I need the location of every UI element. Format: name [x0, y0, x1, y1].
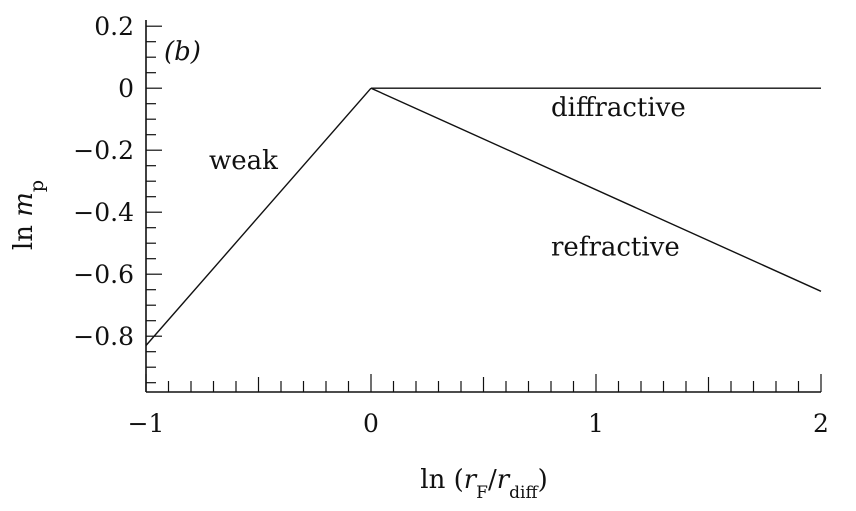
y-tick-label: −0.4: [73, 198, 134, 227]
panel-label: (b): [164, 37, 201, 67]
x-axis-title-b: r: [497, 465, 511, 495]
series-label-refractive: refractive: [551, 233, 680, 263]
series-line-refractive: [370, 87, 822, 292]
x-axis-title: ln (rF/rdiff): [420, 465, 547, 503]
y-axis-title-prefix: ln: [9, 217, 39, 250]
series-label-weak: weak: [209, 146, 278, 176]
series-annotations: weak diffractive refractive: [209, 93, 686, 263]
x-tick-label: 2: [813, 409, 829, 438]
x-tick-label: 1: [588, 409, 604, 438]
x-axis-title-prefix: ln (: [420, 465, 463, 495]
y-tick-label: −0.6: [73, 260, 134, 289]
series-lines: [145, 87, 822, 346]
tick-marks: [145, 20, 822, 393]
y-tick-label: −0.8: [73, 322, 134, 351]
x-axis-title-a: r: [464, 465, 478, 495]
series-line-weak: [145, 87, 372, 346]
y-axis-title-sub: p: [26, 180, 48, 192]
y-axis-title: ln mp: [9, 180, 48, 250]
x-tick-label: −1: [128, 409, 165, 438]
x-tick-label: 0: [363, 409, 379, 438]
x-axis-title-a-sub: F: [476, 483, 488, 503]
tick-labels: −1 0 1 2 0.2 0 −0.2 −0.4 −0.6 −0.8: [73, 12, 829, 438]
y-tick-label: 0.2: [94, 12, 134, 41]
series-label-diffractive: diffractive: [551, 93, 686, 123]
x-axis-title-suffix: ): [538, 465, 548, 495]
y-tick-label: 0: [118, 74, 134, 103]
x-axis-title-b-sub: diff: [509, 483, 539, 503]
y-tick-label: −0.2: [73, 136, 134, 165]
y-axis-title-var: m: [9, 192, 39, 217]
x-axis-title-slash: /: [488, 465, 497, 495]
